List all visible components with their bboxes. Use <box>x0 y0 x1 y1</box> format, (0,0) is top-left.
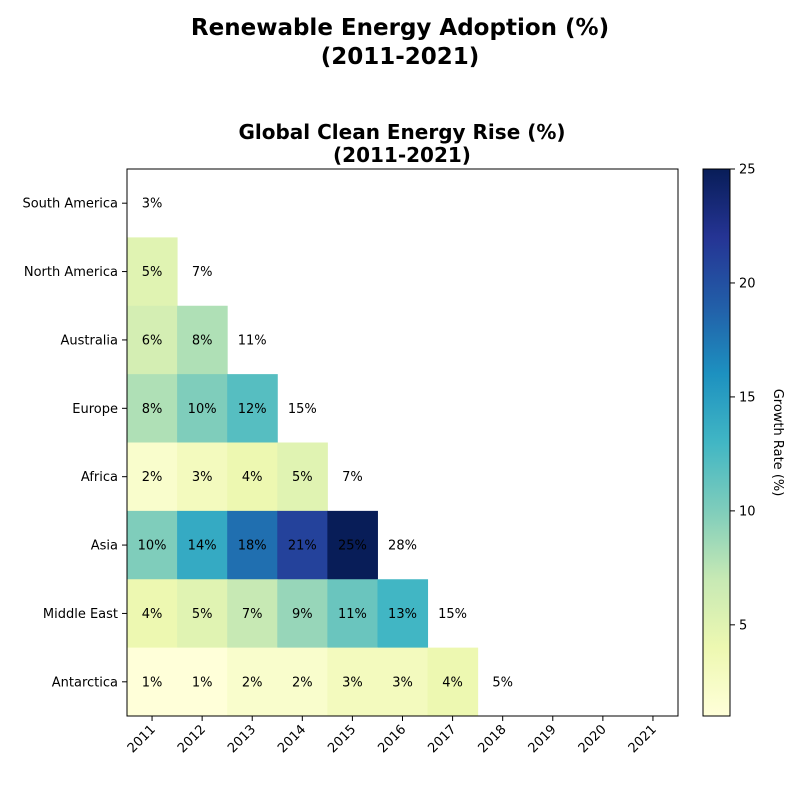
cell-value-label: 4% <box>442 675 463 690</box>
colorbar-tick-label: 10 <box>739 504 756 519</box>
y-tick-label: North America <box>24 265 118 280</box>
cell-value-label: 7% <box>242 607 263 622</box>
x-tick-label: 2016 <box>375 722 409 756</box>
heatmap-cell <box>177 374 228 443</box>
heatmap-cell <box>127 510 178 580</box>
cell-value-label: 5% <box>492 675 513 690</box>
heatmap-cell <box>227 510 278 580</box>
heatmap-cell <box>127 374 178 443</box>
heatmap-cell <box>327 647 378 717</box>
plot-area: 3% 5% 7% 6% 8% 11% 8% 10% 12% 15% 2% 3% 4% 5% 7% 10% 14%… <box>22 168 679 756</box>
cell-value-label: 25% <box>338 539 367 554</box>
cell-value-label: 14% <box>188 539 217 554</box>
colorbar-tick-label: 5 <box>739 618 747 633</box>
cell-value-label: 2% <box>242 675 263 690</box>
cell-value-label: 28% <box>388 539 417 554</box>
cell-value-label: 8% <box>192 333 213 348</box>
cell-value-label: 3% <box>192 470 213 485</box>
cell-value-label: 9% <box>292 607 313 622</box>
cell-value-label: 2% <box>142 470 163 485</box>
cell-value-label: 5% <box>192 607 213 622</box>
cell-value-label: 11% <box>338 607 367 622</box>
cell-value-label: 8% <box>142 402 163 417</box>
heatmap-cell <box>177 510 228 580</box>
colorbar-tick-label: 15 <box>739 390 756 405</box>
heatmap-cell <box>427 647 479 717</box>
x-tick-label: 2013 <box>225 722 259 756</box>
heatmap-cell <box>327 510 378 580</box>
y-tick-label: Australia <box>60 333 118 348</box>
heatmap-cell <box>127 442 178 512</box>
heatmap-cell <box>177 647 228 717</box>
colorbar-gradient <box>702 168 731 717</box>
heatmap-cell <box>227 374 278 443</box>
cell-value-label: 5% <box>292 470 313 485</box>
heatmap-cell <box>127 579 178 649</box>
heatmap-cell <box>177 305 228 375</box>
cell-value-label: 15% <box>288 402 317 417</box>
x-tick-label: 2021 <box>626 722 660 756</box>
y-tick-label: Africa <box>81 470 118 485</box>
heatmap-cell <box>277 647 328 717</box>
y-tick-label: Asia <box>91 539 118 554</box>
cell-value-label: 6% <box>142 333 163 348</box>
colorbar-tick-label: 20 <box>739 276 756 291</box>
y-tick-label: Middle East <box>43 607 118 622</box>
cell-value-label: 15% <box>438 607 467 622</box>
colorbar-tick-label: 25 <box>739 163 756 178</box>
x-tick-label: 2017 <box>425 722 459 756</box>
x-tick-label: 2014 <box>275 722 309 756</box>
cell-value-label: 4% <box>142 607 163 622</box>
x-tick-label: 2019 <box>526 722 560 756</box>
heatmap-cell <box>227 647 278 717</box>
colorbar-label: Growth Rate (%) <box>770 389 785 497</box>
cell-value-label: 18% <box>238 539 267 554</box>
cell-value-label: 10% <box>138 539 167 554</box>
heatmap-cell <box>277 442 328 512</box>
x-tick-label: 2020 <box>576 722 610 756</box>
cell-value-label: 3% <box>392 675 413 690</box>
heatmap-cell <box>377 647 429 717</box>
colorbar: 5 10 15 20 25 Growth Rate (%) <box>702 163 785 717</box>
cell-value-label: 7% <box>342 470 363 485</box>
y-tick-label: Antarctica <box>52 675 118 690</box>
cell-value-label: 21% <box>288 539 317 554</box>
heatmap-cell <box>277 510 328 580</box>
heatmap-cell <box>227 442 278 512</box>
y-tick-label: South America <box>22 197 118 212</box>
heatmap-cell <box>327 579 378 649</box>
figure-title-line1: Renewable Energy Adoption (%) <box>191 15 609 41</box>
cell-value-label: 3% <box>142 197 163 212</box>
heatmap-cell <box>377 579 429 649</box>
cell-value-label: 4% <box>242 470 263 485</box>
y-tick-label: Europe <box>72 402 118 417</box>
cell-value-label: 2% <box>292 675 313 690</box>
cell-value-label: 1% <box>192 675 213 690</box>
x-tick-label: 2011 <box>125 722 159 756</box>
heatmap-cell <box>277 579 328 649</box>
heatmap-cell <box>127 305 178 375</box>
x-tick-label: 2012 <box>175 722 209 756</box>
heatmap-cell <box>177 579 228 649</box>
cell-value-label: 11% <box>238 333 267 348</box>
cell-value-label: 10% <box>188 402 217 417</box>
cell-value-label: 13% <box>388 607 417 622</box>
chart-title-line1: Global Clean Energy Rise (%) <box>238 120 565 144</box>
cell-value-label: 1% <box>142 675 163 690</box>
cell-value-label: 3% <box>342 675 363 690</box>
heatmap-cell <box>127 237 178 307</box>
x-tick-label: 2015 <box>325 722 359 756</box>
chart-title-line2: (2011-2021) <box>333 143 471 167</box>
cell-value-label: 12% <box>238 402 267 417</box>
heatmap-cell <box>127 647 178 717</box>
figure-title-line2: (2011-2021) <box>321 44 480 70</box>
x-tick-label: 2018 <box>476 722 510 756</box>
heatmap-cell <box>227 579 278 649</box>
heatmap-cell <box>177 442 228 512</box>
cell-value-label: 5% <box>142 265 163 280</box>
cell-value-label: 7% <box>192 265 213 280</box>
